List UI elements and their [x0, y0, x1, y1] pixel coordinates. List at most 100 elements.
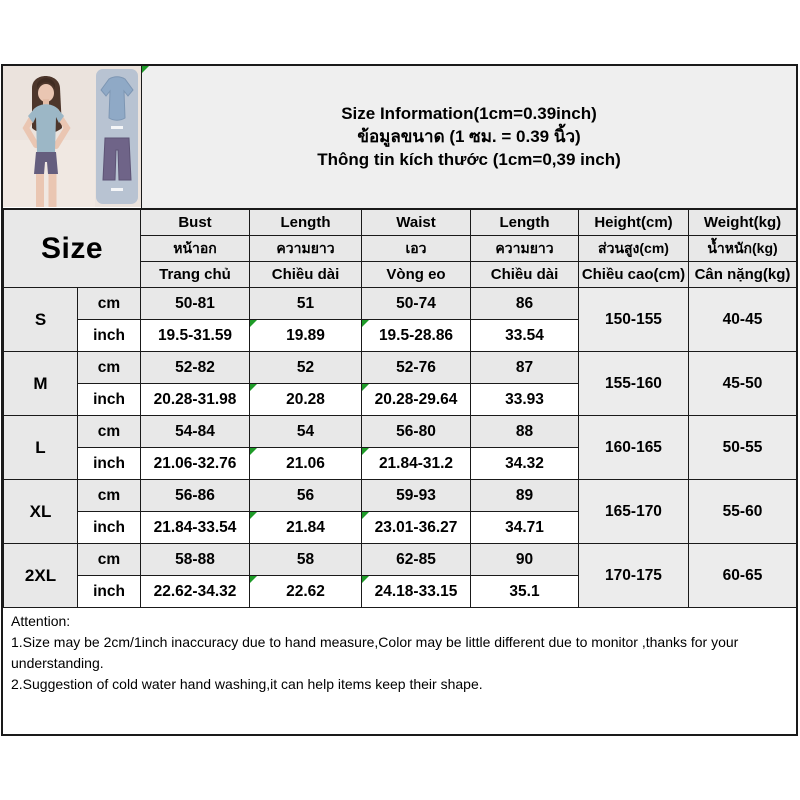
tee-flatlay [100, 76, 134, 121]
unit-cm-label: cm [77, 351, 141, 384]
measure-cell: 54 [249, 415, 362, 448]
measure-cell: 54-84 [140, 415, 250, 448]
height-cell: 165-170 [578, 479, 689, 544]
size-label-s: S [3, 287, 78, 352]
product-photo [3, 66, 142, 208]
unit-inch-label: inch [77, 575, 141, 608]
shorts-flatlay [102, 137, 132, 181]
weight-cell: 45-50 [688, 351, 797, 416]
green-corner-flag-icon [250, 320, 257, 327]
weight-cell: 40-45 [688, 287, 797, 352]
shorts-size-tag [111, 188, 123, 191]
measure-cell: 52-82 [140, 351, 250, 384]
header-waist-en: Waist [361, 209, 471, 236]
attention-line-1: 1.Size may be 2cm/1inch inaccuracy due t… [11, 634, 739, 671]
measure-cell: 90 [470, 543, 579, 576]
flatlay-panel [96, 69, 138, 204]
height-cell: 170-175 [578, 543, 689, 608]
header-bust-vi: Trang chủ [140, 261, 250, 288]
header-size: Size [3, 209, 141, 288]
green-corner-flag-icon [250, 512, 257, 519]
green-corner-flag-icon [142, 66, 149, 73]
header-waist-vi: Vòng eo [361, 261, 471, 288]
measure-cell: 21.84 [249, 511, 362, 544]
measure-cell: 58 [249, 543, 362, 576]
green-corner-flag-icon [362, 384, 369, 391]
measure-cell: 19.5-28.86 [361, 319, 471, 352]
size-label-m: M [3, 351, 78, 416]
header-length2-vi: Chiều dài [470, 261, 579, 288]
height-cell: 150-155 [578, 287, 689, 352]
height-cell: 160-165 [578, 415, 689, 480]
weight-cell: 60-65 [688, 543, 797, 608]
measure-cell: 50-81 [140, 287, 250, 320]
size-label-l: L [3, 415, 78, 480]
measure-cell: 87 [470, 351, 579, 384]
measure-cell: 34.71 [470, 511, 579, 544]
size-label-2xl: 2XL [3, 543, 78, 608]
header-height-th: ส่วนสูง(cm) [578, 235, 689, 262]
header-length2-en: Length [470, 209, 579, 236]
measure-cell: 21.06-32.76 [140, 447, 250, 480]
green-corner-flag-icon [250, 448, 257, 455]
measure-cell: 21.84-33.54 [140, 511, 250, 544]
top-band: Size Information(1cm=0.39inch) ข้อมูลขนา… [3, 66, 796, 209]
measure-cell: 56-86 [140, 479, 250, 512]
unit-inch-label: inch [77, 319, 141, 352]
measure-cell: 20.28-29.64 [361, 383, 471, 416]
header-weight-th: น้ำหนัก(kg) [688, 235, 797, 262]
measure-cell: 24.18-33.15 [361, 575, 471, 608]
height-cell: 155-160 [578, 351, 689, 416]
measure-cell: 89 [470, 479, 579, 512]
unit-inch-label: inch [77, 447, 141, 480]
size-chart-sheet: Size Information(1cm=0.39inch) ข้อมูลขนา… [1, 64, 798, 736]
measure-cell: 22.62 [249, 575, 362, 608]
unit-inch-label: inch [77, 383, 141, 416]
header-bust-th: หน้าอก [140, 235, 250, 262]
measure-cell: 86 [470, 287, 579, 320]
measure-cell: 58-88 [140, 543, 250, 576]
green-corner-flag-icon [362, 448, 369, 455]
tee-size-tag [111, 126, 123, 129]
unit-cm-label: cm [77, 479, 141, 512]
measure-cell: 21.84-31.2 [361, 447, 471, 480]
weight-cell: 50-55 [688, 415, 797, 480]
measure-cell: 22.62-34.32 [140, 575, 250, 608]
measure-cell: 19.89 [249, 319, 362, 352]
size-label-xl: XL [3, 479, 78, 544]
measure-cell: 50-74 [361, 287, 471, 320]
woman-model-photo [22, 76, 71, 207]
header-weight-vi: Cân nặng(kg) [688, 261, 797, 288]
measure-cell: 20.28-31.98 [140, 383, 250, 416]
header-length2-th: ความยาว [470, 235, 579, 262]
header-length1-en: Length [249, 209, 362, 236]
attention-heading: Attention: [11, 613, 71, 629]
green-corner-flag-icon [362, 512, 369, 519]
unit-inch-label: inch [77, 511, 141, 544]
unit-cm-label: cm [77, 543, 141, 576]
header-bust-en: Bust [140, 209, 250, 236]
header-height-vi: Chiều cao(cm) [578, 261, 689, 288]
measure-cell: 21.06 [249, 447, 362, 480]
measure-cell: 34.32 [470, 447, 579, 480]
size-table: Size Bust Length Waist Length Height(cm)… [3, 209, 797, 608]
measure-cell: 51 [249, 287, 362, 320]
product-photo-illustration [3, 66, 141, 207]
measure-cell: 56-80 [361, 415, 471, 448]
measure-cell: 33.54 [470, 319, 579, 352]
green-corner-flag-icon [362, 320, 369, 327]
title-line-th: ข้อมูลขนาด (1 ซม. = 0.39 นิ้ว) [357, 127, 581, 146]
header-height-en: Height(cm) [578, 209, 689, 236]
header-length1-vi: Chiều dài [249, 261, 362, 288]
measure-cell: 33.93 [470, 383, 579, 416]
attention-line-2: 2.Suggestion of cold water hand washing,… [11, 676, 483, 692]
unit-cm-label: cm [77, 415, 141, 448]
unit-cm-label: cm [77, 287, 141, 320]
measure-cell: 35.1 [470, 575, 579, 608]
measure-cell: 20.28 [249, 383, 362, 416]
header-length1-th: ความยาว [249, 235, 362, 262]
green-corner-flag-icon [250, 384, 257, 391]
header-weight-en: Weight(kg) [688, 209, 797, 236]
attention-notes: Attention: 1.Size may be 2cm/1inch inacc… [3, 608, 796, 734]
measure-cell: 56 [249, 479, 362, 512]
